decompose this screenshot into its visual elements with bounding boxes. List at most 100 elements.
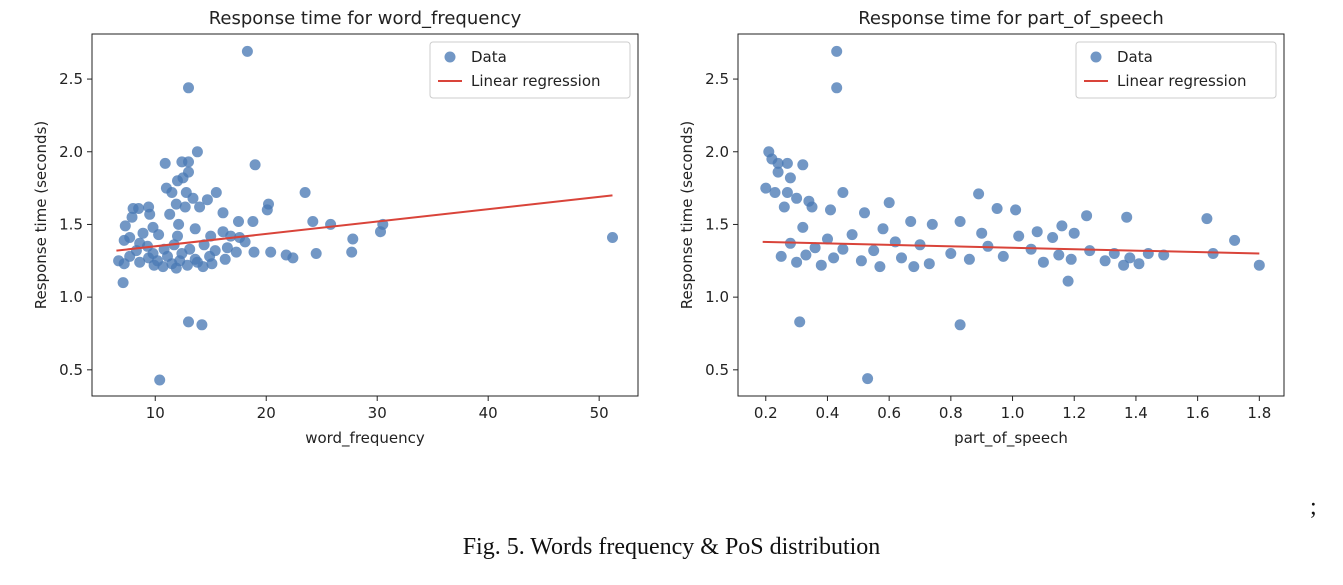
data-point [261, 204, 273, 216]
data-point [828, 252, 840, 264]
data-point [194, 201, 206, 213]
data-point [815, 259, 827, 271]
data-point [166, 187, 178, 198]
data-point [797, 159, 809, 171]
data-point [791, 192, 803, 204]
data-point [187, 192, 199, 204]
figure-caption: Fig. 5. Words frequency & PoS distributi… [462, 534, 881, 560]
data-point [926, 218, 938, 230]
data-point [831, 45, 843, 57]
data-point [239, 236, 251, 248]
legend-data-marker [1090, 51, 1102, 63]
data-point [164, 208, 176, 220]
data-point [855, 255, 867, 267]
y-tick-label: 2.5 [59, 70, 83, 88]
data-point [831, 82, 843, 94]
data-point [287, 252, 299, 264]
x-tick-label: 1.8 [1247, 404, 1271, 422]
x-tick-label: 10 [146, 404, 165, 422]
data-point [172, 230, 183, 242]
data-point [781, 157, 793, 169]
data-point [1010, 204, 1022, 216]
data-point [172, 175, 183, 187]
data-point [1118, 259, 1130, 271]
data-point [346, 246, 358, 258]
data-point [1121, 211, 1133, 223]
data-point [221, 242, 233, 254]
data-point [862, 373, 874, 385]
data-point [760, 182, 772, 194]
data-point [173, 218, 185, 230]
data-point [1062, 275, 1074, 287]
x-tick-label: 50 [590, 404, 609, 422]
data-point [837, 243, 849, 255]
data-point [1084, 245, 1096, 257]
data-point [1229, 234, 1241, 246]
data-point [908, 261, 920, 273]
y-tick-label: 2.0 [59, 143, 83, 161]
data-point [247, 216, 259, 227]
data-point [806, 201, 818, 213]
x-tick-label: 0.4 [816, 404, 840, 422]
data-point [607, 232, 618, 243]
data-point [868, 245, 880, 257]
data-point [1099, 255, 1111, 267]
data-point [778, 201, 790, 213]
chart-part-of-speech: Response time for part_of_speech 0.2 0.4 0.… [678, 8, 1285, 448]
data-point [923, 258, 935, 270]
data-point [1133, 258, 1145, 270]
data-point [157, 261, 169, 273]
data-point [248, 246, 260, 258]
data-point [954, 319, 966, 331]
data-point [183, 82, 194, 94]
x-tick-label: 0.2 [754, 404, 778, 422]
data-point [945, 248, 957, 259]
data-point [1253, 259, 1265, 271]
data-point [219, 253, 231, 265]
x-tick-label: 1.4 [1124, 404, 1148, 422]
legend-label-data: Data [1117, 48, 1153, 66]
regression-line [116, 194, 613, 252]
data-point [905, 216, 917, 227]
data-point [1013, 230, 1025, 242]
data-point [837, 187, 849, 198]
data-point [846, 229, 858, 241]
data-point [197, 261, 209, 273]
legend-label-regression: Linear regression [1117, 72, 1247, 90]
data-point [307, 216, 319, 227]
legend-label-regression: Linear regression [471, 72, 601, 90]
data-point [784, 172, 796, 184]
x-tick-label: 20 [257, 404, 276, 422]
data-point [206, 258, 218, 270]
data-point [1142, 248, 1154, 259]
data-point [781, 187, 793, 198]
x-tick-label: 1.0 [1001, 404, 1025, 422]
data-point [1031, 226, 1043, 238]
data-point [189, 223, 201, 235]
data-point [176, 156, 188, 168]
data-point [797, 221, 809, 233]
data-point [794, 316, 806, 328]
data-point [1207, 248, 1219, 259]
data-point [1065, 253, 1077, 265]
data-point [772, 157, 784, 169]
data-point [118, 234, 130, 246]
data-point [118, 258, 130, 270]
data-point [772, 166, 784, 178]
y-tick-label: 1.5 [59, 215, 83, 233]
data-point [822, 233, 833, 245]
y-tick-label: 2.5 [705, 70, 729, 88]
x-tick-label: 1.6 [1186, 404, 1210, 422]
data-point [170, 262, 182, 274]
data-point [769, 187, 781, 198]
legend-data-marker [444, 51, 456, 63]
data-point [1068, 227, 1080, 239]
x-tick-label: 30 [368, 404, 387, 422]
chart-title: Response time for part_of_speech [858, 8, 1164, 29]
data-point [159, 157, 171, 169]
data-point [874, 261, 886, 273]
data-point [299, 187, 311, 198]
data-point [791, 256, 803, 268]
data-point [144, 208, 156, 220]
